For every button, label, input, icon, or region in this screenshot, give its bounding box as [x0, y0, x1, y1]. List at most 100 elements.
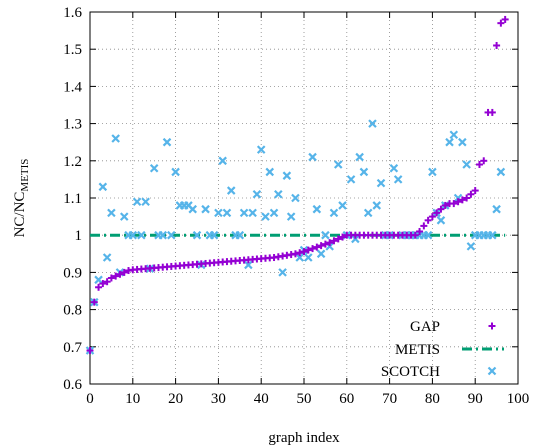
- x-stroke-b: [171, 167, 180, 177]
- gap-point: [95, 283, 103, 291]
- y-tick-label: 1.3: [63, 117, 82, 133]
- scotch-point: [286, 212, 296, 221]
- x-stroke-b: [141, 197, 150, 206]
- legend-gap: GAP: [410, 319, 496, 335]
- gap-point: [480, 157, 488, 165]
- scotch-point: [167, 230, 176, 240]
- x-stroke-b: [492, 204, 501, 214]
- x-stroke-b: [368, 119, 377, 128]
- x-stroke-b: [209, 230, 219, 240]
- x-stroke-b: [333, 160, 343, 169]
- x-stroke-b: [278, 268, 287, 277]
- scotch-point: [312, 204, 322, 214]
- scotch-point: [389, 163, 399, 173]
- scotch-point: [316, 249, 326, 259]
- scotch-point: [171, 167, 180, 177]
- scotch-point: [295, 253, 304, 262]
- scotch-point: [291, 193, 300, 203]
- y-axis-title: NC/NCMETIS: [12, 159, 31, 238]
- x-stroke-b: [192, 230, 202, 240]
- x-stroke-b: [355, 152, 364, 162]
- x-stroke-b: [372, 201, 382, 210]
- x-stroke-b: [453, 193, 463, 203]
- scotch-point: [329, 208, 339, 218]
- legend-metis-label: METIS: [395, 342, 440, 358]
- x-stroke-b: [201, 204, 210, 214]
- scotch-point: [372, 201, 382, 210]
- x-stroke-b: [119, 212, 129, 221]
- legend-scotch-marker: [487, 366, 497, 376]
- x-stroke-b: [218, 156, 227, 166]
- x-stroke-b: [107, 208, 116, 218]
- scotch-point: [256, 145, 266, 154]
- scotch-point: [351, 234, 360, 244]
- x-stroke-b: [162, 137, 172, 147]
- gap-point: [120, 268, 128, 276]
- scotch-point: [274, 190, 283, 199]
- scotch-point: [393, 175, 403, 184]
- scotch-point: [201, 204, 210, 214]
- gap-point: [326, 239, 334, 247]
- x-stroke-b: [449, 130, 459, 140]
- scotch-point: [239, 208, 249, 218]
- scotch-point: [445, 137, 454, 147]
- gap-point: [437, 205, 445, 213]
- gap-point: [313, 243, 321, 251]
- y-tick-label: 1.5: [63, 42, 82, 58]
- x-tick-label: 100: [507, 391, 530, 407]
- scotch-point: [226, 186, 236, 195]
- legend-gap-marker: [488, 322, 496, 330]
- scotch-point: [492, 204, 501, 214]
- x-stroke-b: [252, 190, 262, 199]
- x-stroke-b: [214, 208, 223, 218]
- gap-point: [103, 278, 111, 286]
- gap-point: [99, 280, 107, 288]
- scotch-point: [496, 167, 506, 177]
- x-stroke-b: [98, 182, 108, 192]
- legend-gap-label: GAP: [410, 319, 440, 335]
- scotch-point: [333, 160, 343, 169]
- scotch-point: [235, 230, 245, 240]
- gap-point: [291, 250, 299, 258]
- scotch-point: [98, 182, 108, 192]
- x-tick-label: 60: [339, 391, 354, 407]
- scotch-point: [214, 208, 223, 218]
- x-stroke-b: [226, 186, 236, 195]
- x-tick-label: 10: [125, 391, 140, 407]
- x-stroke-b: [436, 216, 446, 225]
- gap-point: [300, 248, 308, 256]
- x-stroke-b: [222, 208, 232, 218]
- x-stroke-b: [265, 167, 275, 177]
- x-stroke-b: [363, 208, 373, 218]
- scotch-point: [192, 230, 202, 240]
- x-stroke-b: [295, 253, 304, 262]
- x-stroke-b: [256, 145, 266, 154]
- gap-point: [112, 272, 120, 280]
- scotch-point: [218, 156, 227, 166]
- scotch-point: [265, 167, 275, 177]
- y-axis-title-subscript: METIS: [19, 159, 31, 192]
- scotch-point: [458, 137, 467, 147]
- scotch-point: [376, 178, 386, 188]
- scotch-point: [209, 230, 219, 240]
- x-stroke-b: [282, 171, 292, 180]
- gap-point: [107, 274, 115, 282]
- scotch-point: [132, 197, 142, 206]
- gap-point: [420, 222, 428, 230]
- legend-metis: METIS: [395, 342, 504, 358]
- grid-layer: [90, 12, 518, 384]
- scotch-point: [436, 216, 446, 225]
- legend: GAP METIS SCOTCH: [381, 319, 504, 380]
- x-stroke-b: [321, 230, 330, 240]
- x-stroke-b: [351, 234, 360, 244]
- scotch-point: [363, 208, 373, 218]
- x-tick-label: 20: [168, 391, 183, 407]
- gap-point: [321, 240, 329, 248]
- x-stroke-b: [102, 253, 112, 262]
- x-stroke-b: [149, 163, 159, 173]
- x-stroke-b: [269, 208, 279, 218]
- x-stroke-b: [376, 178, 386, 188]
- x-stroke-b: [466, 242, 476, 251]
